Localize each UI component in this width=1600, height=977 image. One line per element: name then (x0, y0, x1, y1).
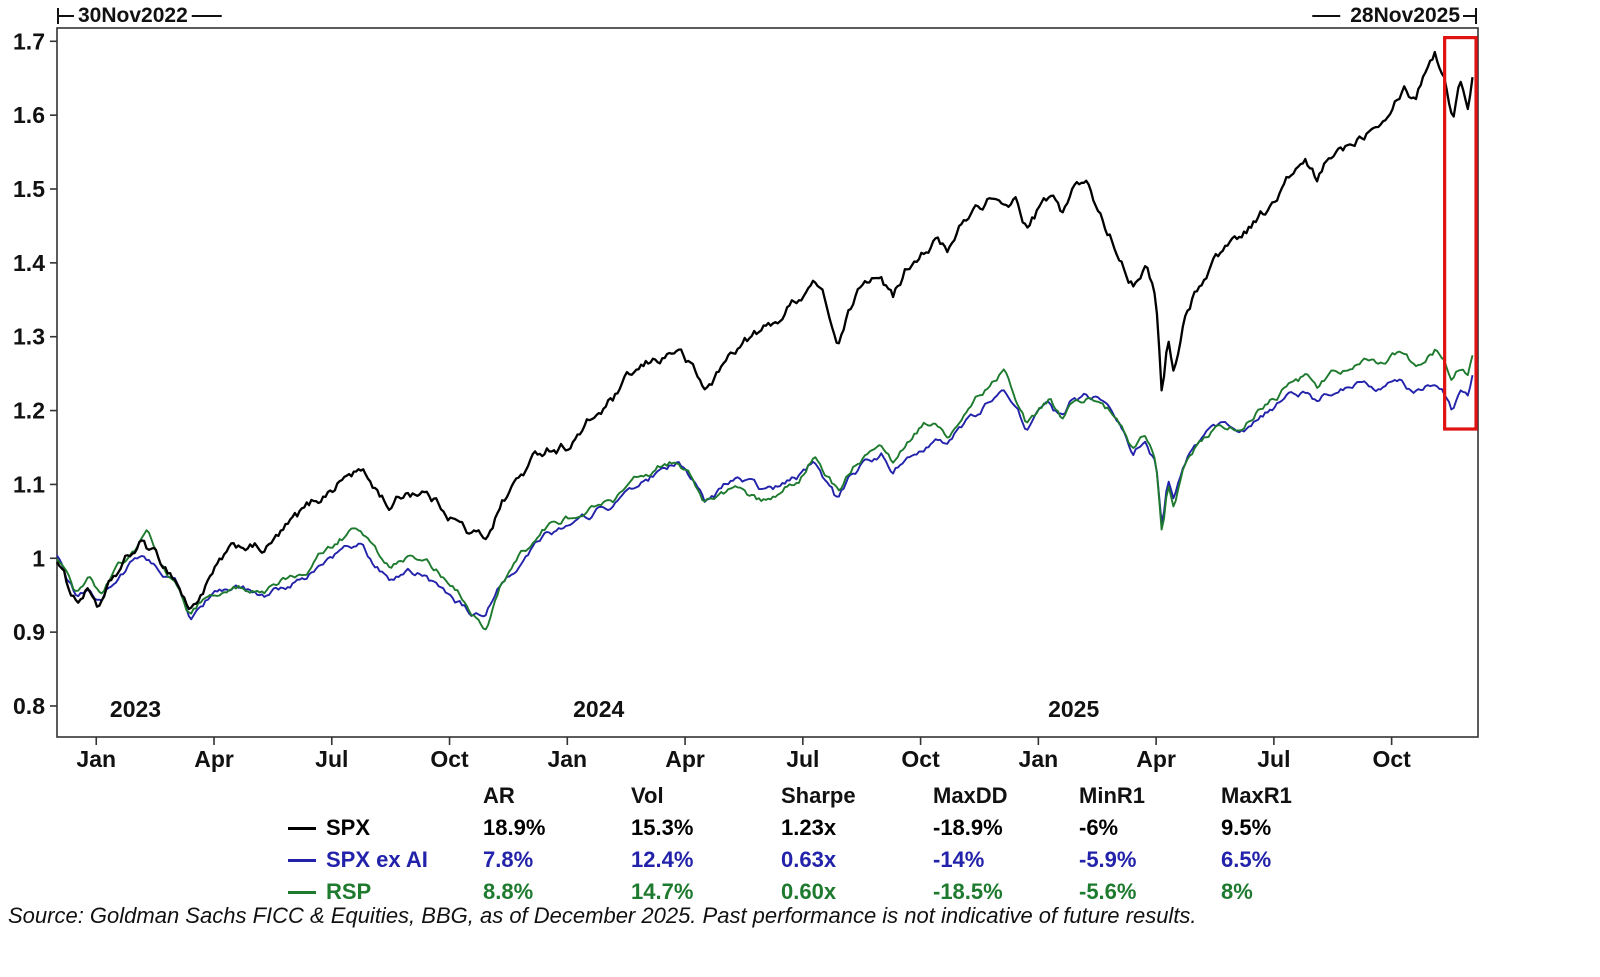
stat-value-sharpe: 0.63x (781, 847, 837, 872)
series-name: SPX ex AI (326, 847, 428, 872)
series-line-spx (56, 50, 1474, 611)
stat-value-minr1: -5.6% (1079, 879, 1137, 904)
stats-row-rsp: RSP 8.8% 14.7% 0.60x -18.5% -5.6% 8% (288, 876, 1361, 908)
x-tick-label: Jan (76, 746, 116, 772)
series-line-rsp (56, 348, 1474, 631)
stats-header-row: AR Vol Sharpe MaxDD MinR1 MaxR1 (288, 780, 1361, 812)
stat-value-ar: 7.8% (483, 847, 534, 872)
y-tick-label: 0.9 (13, 619, 45, 645)
stats-header-minr1: MinR1 (1079, 783, 1145, 808)
y-tick-label: 0.8 (13, 693, 45, 719)
legend-dash-icon (288, 890, 316, 894)
stats-table: AR Vol Sharpe MaxDD MinR1 MaxR1 SPX 18.9% 15.3%… (288, 780, 1361, 908)
legend-dash-icon (288, 826, 316, 830)
x-tick-label: Oct (901, 746, 940, 772)
stat-value-vol: 15.3% (631, 815, 694, 840)
stats-rows: SPX 18.9% 15.3% 1.23x -18.9% -6% 9.5% SPX ex AI… (288, 812, 1361, 908)
source-note: Source: Goldman Sachs FICC & Equities, B… (8, 903, 1197, 928)
stat-value-vol: 14.7% (631, 879, 694, 904)
x-tick-label: Oct (1372, 746, 1411, 772)
y-tick-label: 1.4 (13, 250, 45, 276)
stats-row-spx: SPX 18.9% 15.3% 1.23x -18.9% -6% 9.5% (288, 812, 1361, 844)
range-annotation-end: 28Nov2025 (1312, 4, 1477, 27)
x-tick-label: Apr (665, 746, 705, 772)
x-tick-label: Jul (1257, 746, 1290, 772)
y-tick-label: 1.2 (13, 398, 45, 424)
stat-value-vol: 12.4% (631, 847, 694, 872)
year-label: 2025 (1048, 696, 1099, 722)
y-tick-label: 1 (32, 545, 45, 571)
stat-value-sharpe: 0.60x (781, 879, 837, 904)
year-label: 2023 (110, 696, 161, 722)
x-tick-label: Apr (1136, 746, 1176, 772)
performance-chart: 0.8 0.9 1 1.1 1.2 1.3 1.4 1.5 1.6 1.7 Jan Apr Jul Oct… (13, 4, 1479, 772)
stats-header-ar: AR (483, 783, 515, 808)
stats-row-spx-ex-ai: SPX ex AI 7.8% 12.4% 0.63x -14% -5.9% 6.5% (288, 844, 1361, 876)
y-tick-label: 1.5 (13, 176, 45, 202)
y-tick-label: 1.6 (13, 102, 45, 128)
stat-value-maxdd: -14% (933, 847, 985, 872)
x-tick-label: Jan (1019, 746, 1059, 772)
x-tick-label: Jul (315, 746, 348, 772)
series-name: SPX (326, 815, 371, 840)
x-tick-label: Jan (547, 746, 587, 772)
range-annotation-start: 30Nov2022 (57, 4, 222, 27)
stat-value-maxr1: 9.5% (1221, 815, 1272, 840)
stat-value-maxr1: 8% (1221, 879, 1253, 904)
stat-value-maxdd: -18.5% (933, 879, 1003, 904)
stats-header-maxdd: MaxDD (933, 783, 1008, 808)
year-label: 2024 (573, 696, 624, 722)
stat-value-ar: 18.9% (483, 815, 546, 840)
stat-value-minr1: -5.9% (1079, 847, 1137, 872)
plot-border (56, 27, 1479, 738)
range-label: 28Nov2025 (1350, 4, 1460, 27)
stat-value-ar: 8.8% (483, 879, 534, 904)
stats-header-sharpe: Sharpe (781, 783, 856, 808)
series-line-spx-ex-ai (56, 375, 1474, 621)
stats-header-vol: Vol (631, 783, 664, 808)
range-label: 30Nov2022 (78, 4, 188, 27)
y-tick-label: 1.1 (13, 471, 45, 497)
y-tick-label: 1.7 (13, 28, 45, 54)
highlight-box (1443, 36, 1478, 431)
stats-header-maxr1: MaxR1 (1221, 783, 1292, 808)
stat-value-minr1: -6% (1079, 815, 1119, 840)
legend-dash-icon (288, 858, 316, 862)
series-legend: SPX (288, 815, 483, 841)
x-tick-label: Oct (430, 746, 469, 772)
series-legend: RSP (288, 879, 483, 905)
y-axis: 0.8 0.9 1 1.1 1.2 1.3 1.4 1.5 1.6 1.7 (13, 28, 57, 719)
stat-value-maxdd: -18.9% (933, 815, 1003, 840)
y-tick-label: 1.3 (13, 324, 45, 350)
x-axis: Jan Apr Jul Oct Jan Apr Jul Oct Jan Apr Jul Oct 2023… (76, 696, 1411, 772)
series-name: RSP (326, 879, 372, 904)
stat-value-maxr1: 6.5% (1221, 847, 1272, 872)
stat-value-sharpe: 1.23x (781, 815, 837, 840)
series-legend: SPX ex AI (288, 847, 483, 873)
x-tick-label: Jul (786, 746, 819, 772)
x-tick-label: Apr (194, 746, 234, 772)
